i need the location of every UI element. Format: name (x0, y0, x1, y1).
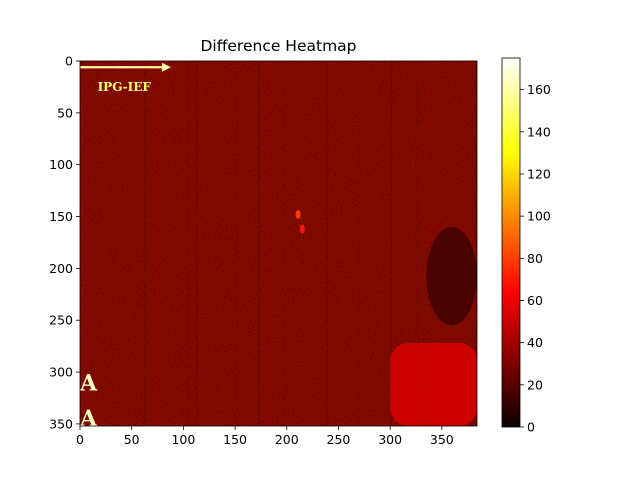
colorbar-tick-label: 140 (527, 124, 551, 139)
y-tick-label: 50 (57, 105, 73, 120)
colorbar-tick-label: 20 (527, 377, 543, 392)
colorbar-tick-label: 80 (527, 251, 543, 266)
colorbar-ticks: 0 20 40 60 80 100 120 140 160 (520, 82, 551, 435)
spot (295, 209, 301, 219)
y-tick-label: 0 (65, 54, 73, 69)
plot-frame (79, 60, 478, 427)
x-tick-label: 150 (223, 432, 247, 447)
arrow-head (161, 62, 171, 72)
heatmap-text: A (79, 406, 98, 432)
colorbar-tick-label: 160 (527, 82, 551, 97)
colorbar-tick-label: 120 (527, 166, 551, 181)
y-tick-label: 300 (49, 365, 73, 380)
heatmap-text: A (79, 371, 98, 397)
colorbar-tick-label: 100 (527, 209, 551, 224)
x-tick-label: 350 (430, 432, 454, 447)
y-tick-label: 250 (49, 313, 73, 328)
x-tick-label: 250 (327, 432, 351, 447)
x-tick-label: 200 (275, 432, 299, 447)
x-tick-label: 0 (76, 432, 84, 447)
chart-title: Difference Heatmap (200, 37, 356, 55)
colorbar-tick-label: 40 (527, 335, 543, 350)
x-axis: 0 50 100 150 200 250 300 350 (76, 426, 454, 447)
y-tick-label: 350 (49, 416, 73, 431)
heatmap-features: IPG-IEF AA (79, 62, 477, 432)
colorbar-gradient (501, 57, 521, 428)
bright-region (390, 343, 477, 426)
heatmap-plot: IPG-IEF AA (79, 61, 477, 432)
colorbar-tick-label: 0 (527, 420, 535, 435)
dark-region (426, 226, 477, 326)
y-axis: 0 50 100 150 200 250 300 350 (49, 54, 80, 431)
x-tick-label: 300 (378, 432, 402, 447)
colorbar: 0 20 40 60 80 100 120 140 160 (501, 57, 551, 435)
y-tick-label: 200 (49, 261, 73, 276)
y-tick-label: 100 (49, 157, 73, 172)
x-tick-label: 50 (124, 432, 140, 447)
spot (299, 224, 305, 234)
heatmap-text: IPG-IEF (98, 80, 152, 94)
colorbar-tick-label: 60 (527, 293, 543, 308)
x-tick-label: 100 (171, 432, 195, 447)
y-tick-label: 150 (49, 209, 73, 224)
